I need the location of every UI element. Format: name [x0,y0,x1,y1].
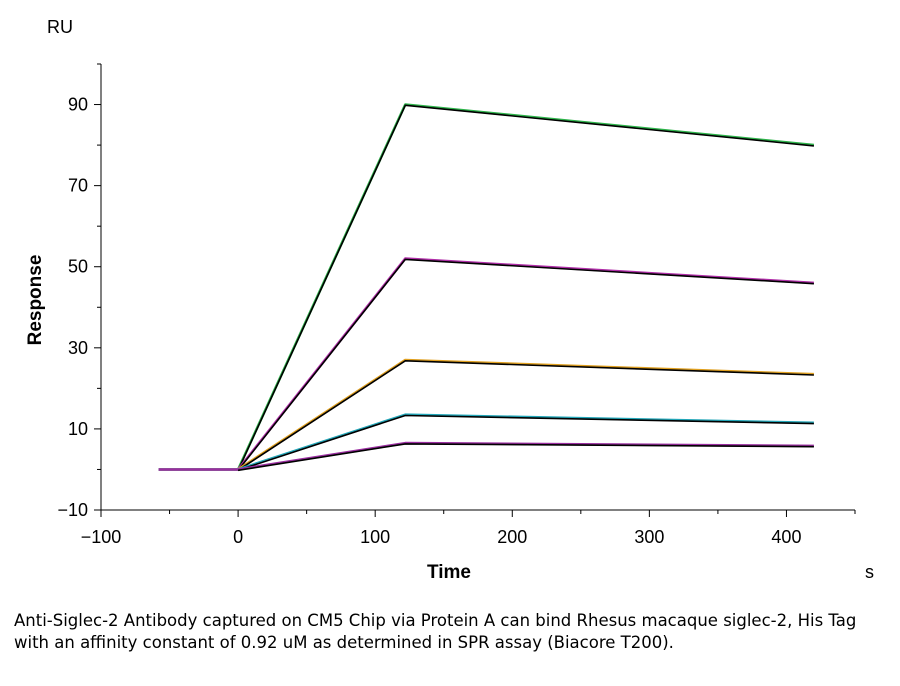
labels: RU s Time Response [25,17,874,583]
x-tick-label: 100 [360,527,390,547]
x-tick-label: 400 [771,527,801,547]
x-unit-label: s [865,562,874,582]
series-fit-line-1 [237,104,814,471]
series-fit-line-2 [237,258,814,471]
y-tick-label: −10 [57,500,88,520]
y-tick-label: 10 [68,419,88,439]
series-line-4 [158,413,814,471]
axes: −100 0 100 200 300 400 −10 10 30 50 70 90 [57,63,856,547]
y-tick-label: 70 [68,176,88,196]
x-tick-label: 200 [497,527,527,547]
series-fit-line-5 [237,443,814,472]
y-tick-label: 30 [68,338,88,358]
series-line-1 [158,103,815,471]
x-tick-label: 300 [634,527,664,547]
y-tick-label: 90 [68,95,88,115]
x-tick-label: 0 [233,527,243,547]
y-unit-label: RU [47,17,73,37]
series-fit-line-4 [237,414,814,472]
x-tick-label: −100 [81,527,122,547]
series-line-3 [158,358,814,471]
series-group [158,103,815,472]
x-axis-title: Time [427,562,471,583]
y-tick-label: 50 [68,257,88,277]
spr-sensorgram-chart: −100 0 100 200 300 400 −10 10 30 50 70 90 RU s Time… [25,17,874,583]
figure-caption: Anti-Siglec-2 Antibody captured on CM5 C… [14,611,857,652]
series-fit-line-3 [237,359,814,471]
y-axis-title: Response [25,255,46,346]
